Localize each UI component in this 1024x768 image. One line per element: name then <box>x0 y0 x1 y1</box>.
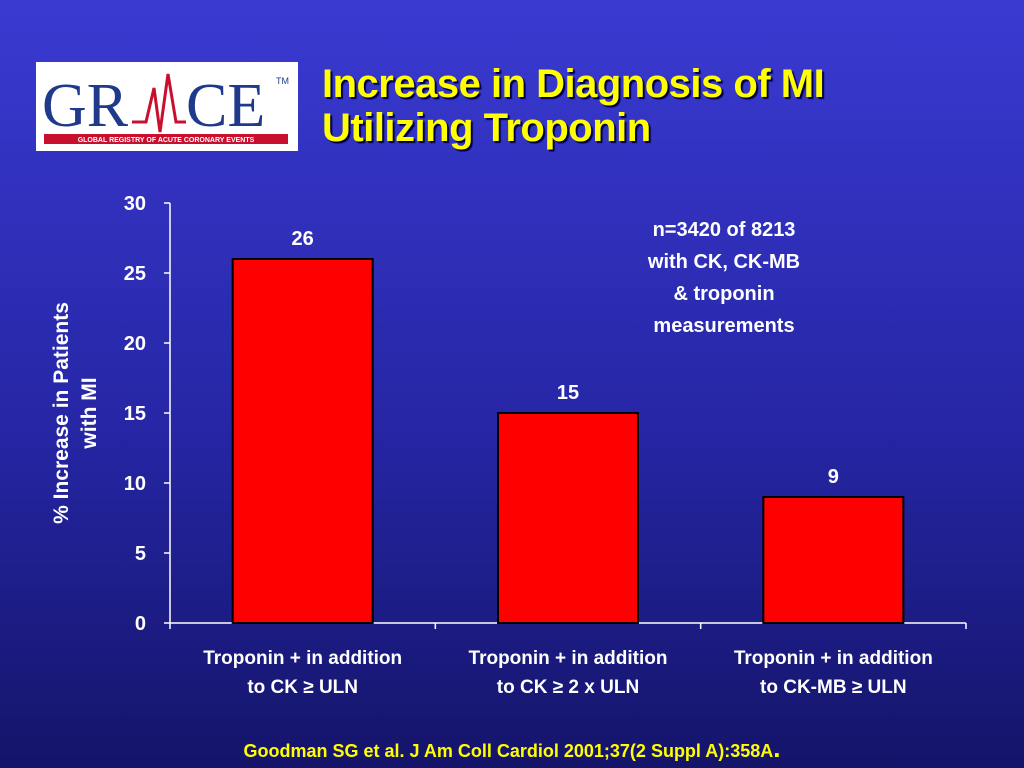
ecg-trace-icon <box>132 73 186 133</box>
data-label: 9 <box>828 466 839 488</box>
logo-tagline: GLOBAL REGISTRY OF ACUTE CORONARY EVENTS <box>78 137 255 144</box>
x-tick-label: to CK ≥ 2 x ULN <box>497 677 639 698</box>
citation-source: et al. J Am Coll Cardiol 2001;37(2 Suppl… <box>363 741 774 761</box>
chart-annotation: measurements <box>653 315 794 337</box>
citation-footer: Goodman SG et al. J Am Coll Cardiol 2001… <box>0 733 1024 764</box>
x-tick-label: to CK ≥ ULN <box>247 677 358 698</box>
y-axis-title: % Increase in Patients <box>50 302 73 524</box>
logo-tagline-bar <box>44 134 288 144</box>
x-tick-label: Troponin + in addition <box>734 648 933 669</box>
title-line-1: Increase in Diagnosis of MI <box>322 62 825 106</box>
y-tick-label: 15 <box>124 403 146 425</box>
y-axis-title: with MI <box>78 377 101 449</box>
y-tick-label: 0 <box>135 613 146 635</box>
grace-logo: GR CE TM GLOBAL REGISTRY OF ACUTE CORONA… <box>36 62 298 151</box>
y-tick-label: 5 <box>135 543 146 565</box>
bar <box>762 496 905 624</box>
bar <box>497 412 639 624</box>
data-label: 15 <box>557 382 579 404</box>
grace-logo-graphic: GR CE TM GLOBAL REGISTRY OF ACUTE CORONA… <box>42 72 289 144</box>
citation-end: . <box>773 733 781 763</box>
chart-annotation: & troponin <box>673 283 774 305</box>
y-tick-label: 10 <box>124 473 146 495</box>
y-tick-label: 30 <box>124 193 146 215</box>
bar <box>231 258 374 624</box>
x-tick-label: Troponin + in addition <box>469 648 668 669</box>
logo-letters-gr: GR <box>42 72 129 140</box>
title-line-2: Utilizing Troponin <box>322 106 651 150</box>
y-tick-label: 25 <box>124 263 146 285</box>
chart-annotation: n=3420 of 8213 <box>653 219 796 241</box>
x-tick-label: Troponin + in addition <box>203 648 402 669</box>
y-tick-label: 20 <box>124 333 146 355</box>
x-tick-label: to CK-MB ≥ ULN <box>760 677 907 698</box>
slide-title: Increase in Diagnosis of MI Utilizing Tr… <box>322 62 1002 150</box>
logo-letters-ce: CE <box>186 72 265 140</box>
chart-annotation: with CK, CK-MB <box>647 251 800 273</box>
data-label: 26 <box>292 228 314 250</box>
logo-trademark: TM <box>276 76 289 86</box>
citation-author: Goodman SG <box>243 741 359 761</box>
